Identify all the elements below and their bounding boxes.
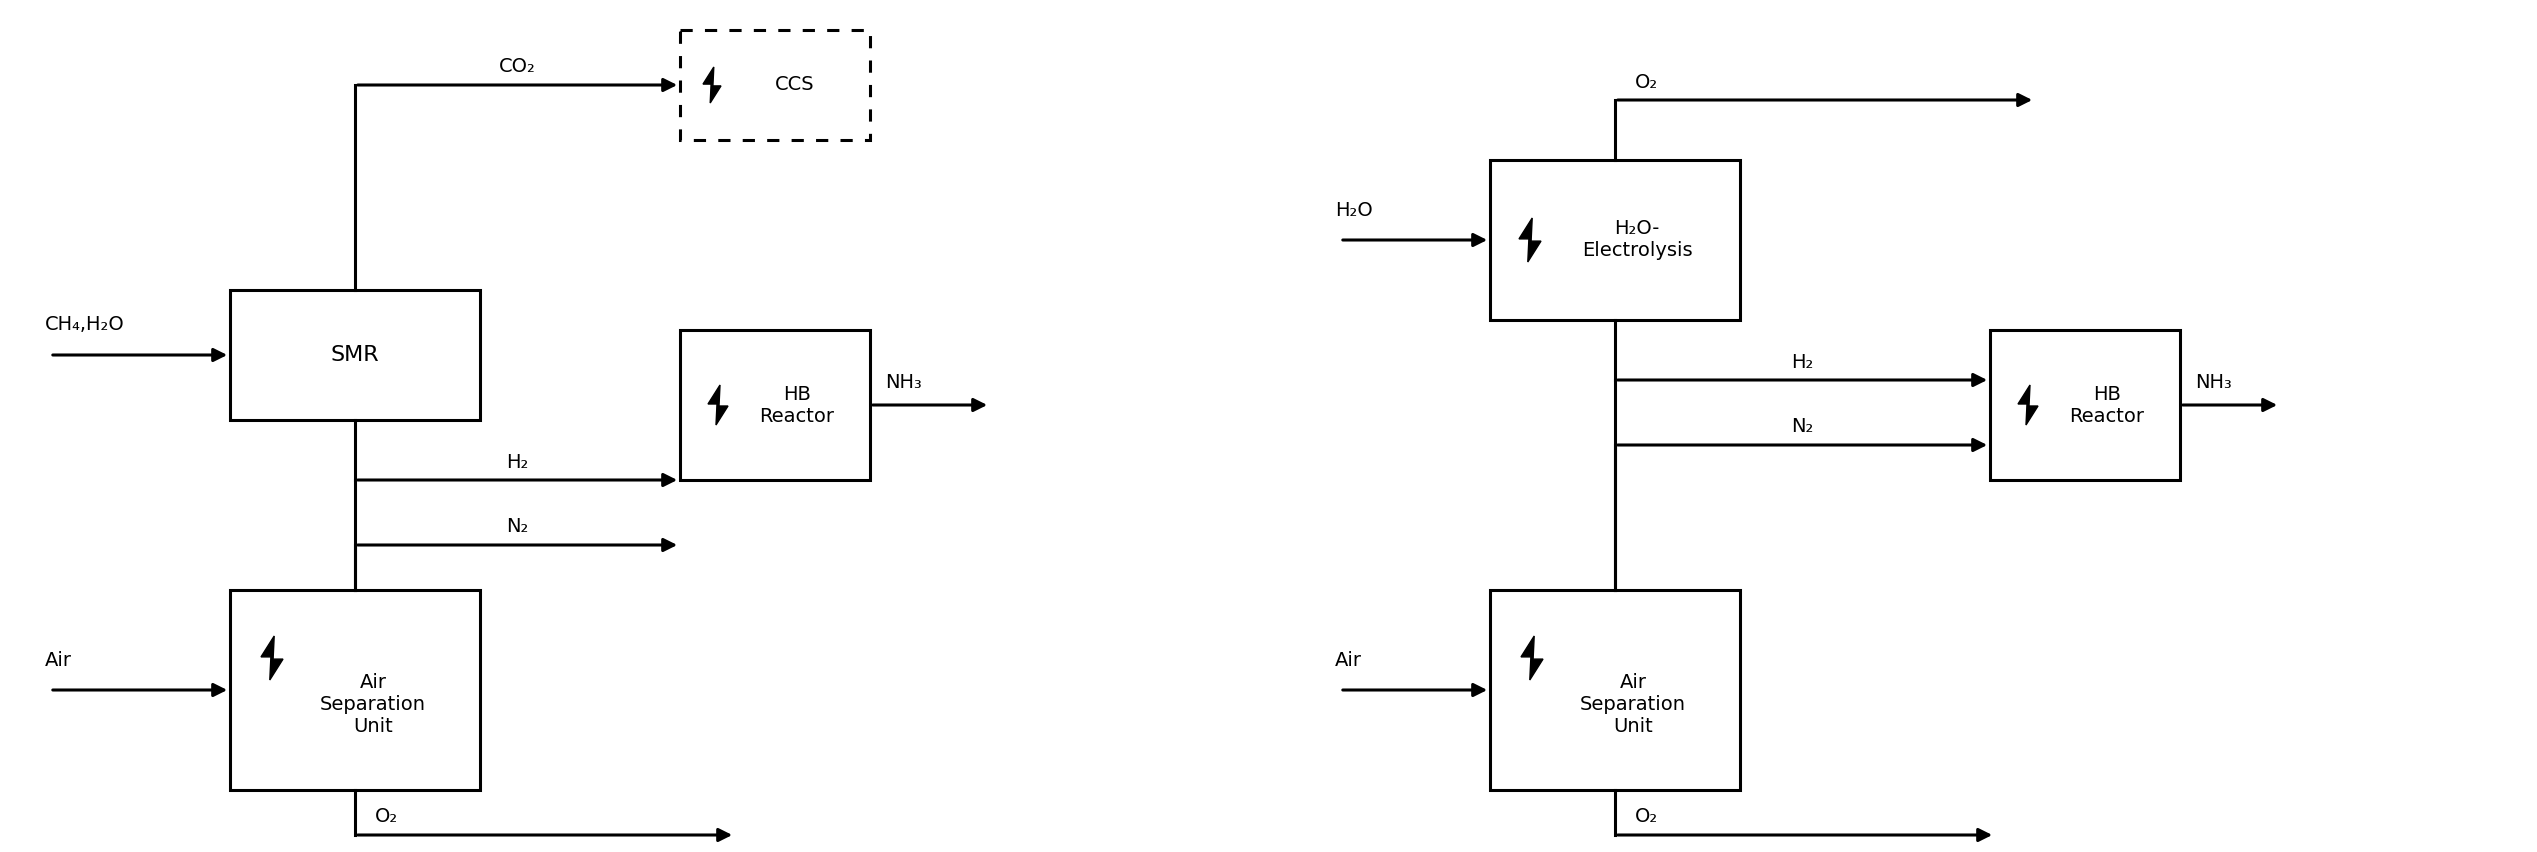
Bar: [231, 290, 479, 420]
Text: H₂: H₂: [1791, 353, 1814, 371]
Text: Air: Air: [1334, 650, 1362, 670]
Text: NH₃: NH₃: [2195, 373, 2233, 393]
Text: N₂: N₂: [1791, 417, 1814, 436]
Polygon shape: [703, 67, 721, 103]
Bar: [680, 330, 870, 480]
Bar: [231, 590, 479, 790]
Polygon shape: [1522, 636, 1542, 680]
Text: HB
Reactor: HB Reactor: [2070, 384, 2144, 425]
Polygon shape: [1520, 218, 1540, 262]
Text: O₂: O₂: [1634, 808, 1659, 826]
Text: O₂: O₂: [375, 808, 398, 826]
Text: H₂O: H₂O: [1334, 200, 1373, 220]
Polygon shape: [2017, 385, 2037, 425]
Text: NH₃: NH₃: [885, 373, 921, 393]
Bar: [1489, 160, 1740, 320]
Text: CCS: CCS: [776, 76, 814, 95]
Bar: [1489, 590, 1740, 790]
Text: H₂O-
Electrolysis: H₂O- Electrolysis: [1581, 220, 1692, 261]
Text: Air
Separation
Unit: Air Separation Unit: [1581, 673, 1687, 736]
Text: O₂: O₂: [1634, 72, 1659, 91]
Text: SMR: SMR: [330, 345, 381, 365]
Polygon shape: [261, 636, 284, 680]
Text: Air
Separation
Unit: Air Separation Unit: [320, 673, 426, 736]
Text: HB
Reactor: HB Reactor: [759, 384, 835, 425]
Bar: [1989, 330, 2179, 480]
Text: CO₂: CO₂: [500, 57, 535, 77]
Bar: [680, 30, 870, 140]
Polygon shape: [708, 385, 728, 425]
Text: Air: Air: [46, 650, 71, 670]
Text: CH₄,H₂O: CH₄,H₂O: [46, 315, 124, 335]
Text: H₂: H₂: [507, 452, 528, 471]
Text: N₂: N₂: [507, 517, 528, 537]
